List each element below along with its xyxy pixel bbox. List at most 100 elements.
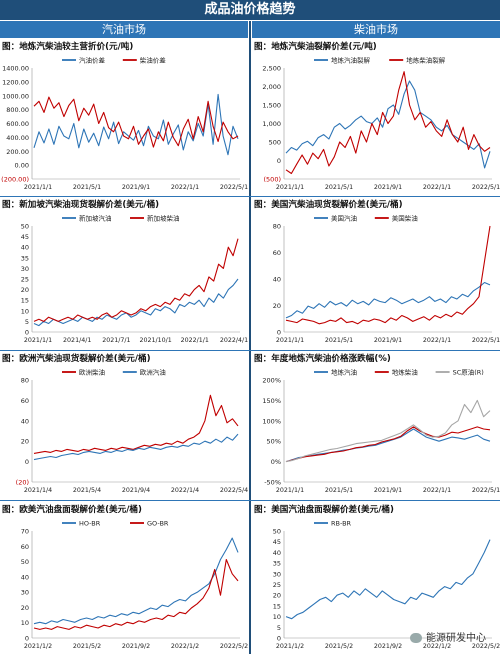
x-tick-label: 2021/9/1 (374, 184, 402, 191)
y-tick-label: 30 (21, 265, 29, 273)
y-tick-label: 5 (25, 318, 29, 326)
legend-label: 新加坡柴油 (147, 214, 180, 223)
y-tick-label: 40 (21, 244, 29, 252)
x-tick-label: 2021/1/1 (276, 487, 304, 494)
y-tick-label: 40 (21, 573, 29, 581)
x-tick-label: 2021/1/1 (276, 184, 304, 191)
x-tick-label: 2021/1/2 (276, 643, 304, 650)
legend-label: 美国汽油 (331, 214, 357, 223)
y-tick-label: 0 (25, 635, 29, 643)
y-tick-label: 200% (262, 377, 281, 385)
legend-label: SC原油(R) (453, 368, 484, 377)
chart-title: 图：年度地炼汽柴油价格涨跌幅(%) (254, 354, 391, 364)
series-line (285, 281, 491, 319)
x-tick-label: 2022/5/2 (472, 643, 500, 650)
y-tick-label: 70 (21, 528, 29, 536)
legend-label: RB-BR (331, 520, 352, 528)
y-tick-label: 500 (269, 139, 281, 147)
y-tick-label: 35 (273, 560, 281, 568)
wechat-icon (410, 633, 422, 643)
y-tick-label: 400.00 (6, 134, 29, 142)
chart-title: 图：美国汽油盘面裂解价差(美元/桶) (254, 505, 394, 515)
row-separator (0, 196, 500, 197)
y-tick-label: 35 (21, 254, 29, 262)
chart-panel-us-futures-crack: 图：美国汽油盘面裂解价差(美元/桶) 50 45 40 35 30 25 20 15 10 5 0 2… (252, 503, 500, 654)
series-line (33, 278, 239, 327)
x-tick-label: 2021/1/1 (24, 184, 52, 191)
x-tick-label: 2022/5/1 (220, 184, 248, 191)
x-tick-label: 2022/1/1 (423, 487, 451, 494)
x-tick-label: 2021/9/1 (374, 487, 402, 494)
chart-panel-europe-crack: 图：欧洲汽柴油现货裂解价差(美元/桶) 80 60 40 20 0 (20) 2021/1/… (0, 352, 248, 498)
y-tick-label: 60 (21, 543, 29, 551)
chart-svg: 200% 150% 100% 50% 0% -50%2021/1/1 2021/5/1 202… (262, 368, 500, 495)
x-tick-label: 2022/5/1 (472, 337, 500, 344)
series-line (33, 433, 239, 461)
chart-svg: 80 60 40 20 0 (20)2021/1/4 2021/5/4 2021/9/4 202… (16, 368, 248, 495)
chart-panel-eu-us-futures-crack: 图：欧美汽油盘面裂解价差(美元/桶) 70 60 50 40 30 20 10 0 2021/1… (0, 503, 248, 654)
y-tick-label: 45 (273, 538, 281, 546)
y-tick-label: -50% (264, 479, 281, 487)
y-tick-label: 50 (21, 223, 29, 231)
legend-label: HO-BR (79, 520, 101, 528)
x-tick-label: 2022/1/1 (423, 337, 451, 344)
watermark: 能源研发中心 (410, 629, 486, 644)
chart-title: 图：欧美汽油盘面裂解价差(美元/桶) (2, 505, 142, 515)
y-tick-label: 25 (21, 276, 29, 284)
legend-label: GO-BR (147, 520, 169, 528)
y-tick-label: 1,000 (262, 120, 281, 128)
x-tick-label: 2022/1/4 (171, 487, 199, 494)
x-tick-label: 2021/5/2 (73, 643, 101, 650)
x-tick-label: 2021/5/2 (325, 643, 353, 650)
watermark-text: 能源研发中心 (426, 633, 486, 644)
x-tick-label: 2021/1/4 (24, 487, 52, 494)
series-line (285, 426, 491, 463)
x-tick-label: 2021/5/1 (73, 184, 101, 191)
x-tick-label: 2021/9/2 (122, 643, 150, 650)
y-tick-label: 10 (273, 613, 281, 621)
chart-title: 图：美国汽柴油现货裂解价差(美元/桶) (254, 200, 403, 210)
y-tick-label: 40 (273, 549, 281, 557)
y-tick-label: 1000.00 (2, 92, 29, 100)
chart-title: 图：地炼汽柴油较主营折价(元/吨) (2, 42, 134, 52)
x-tick-label: 2022/4/1 (220, 337, 248, 344)
chart-svg: 2,500 2,000 1,500 1,000 500 0 (500)2021/1/1 202… (262, 56, 500, 192)
y-tick-label: 0 (277, 157, 281, 165)
row-separator (0, 500, 500, 501)
y-tick-label: (20) (16, 479, 29, 487)
series-line (33, 96, 239, 148)
chart-panel-annual-change: 图：年度地炼汽柴油价格涨跌幅(%) 200% 150% 100% 50% 0% -50% 2… (252, 352, 500, 498)
x-tick-label: 2022/5/1 (472, 487, 500, 494)
legend-label: 欧洲柴油 (79, 368, 105, 377)
x-tick-label: 2022/1/1 (181, 337, 209, 344)
y-tick-label: 50 (273, 528, 281, 536)
y-tick-label: 20 (21, 604, 29, 612)
x-tick-label: 2021/5/4 (73, 487, 101, 494)
y-tick-label: 20 (21, 438, 29, 446)
series-line (285, 71, 491, 175)
x-tick-label: 2022/5/1 (472, 184, 500, 191)
y-tick-label: 20 (273, 302, 281, 310)
chart-title: 图：地炼汽柴油裂解价差(元/吨) (254, 42, 377, 52)
y-tick-label: 60 (273, 249, 281, 257)
chart-title: 图：新加坡汽柴油现货裂解价差(美元/桶) (2, 200, 160, 210)
y-tick-label: 20 (273, 592, 281, 600)
x-tick-label: 2021/9/4 (122, 487, 150, 494)
series-line (33, 238, 239, 322)
y-tick-label: 30 (21, 589, 29, 597)
y-tick-label: 0 (277, 635, 281, 643)
x-tick-label: 2021/1/2 (24, 643, 52, 650)
y-tick-label: 80 (21, 377, 29, 385)
legend-label: 美国柴油 (392, 214, 418, 223)
legend-label: 地炼汽油裂解 (331, 56, 371, 65)
series-line (285, 428, 491, 463)
y-tick-label: 2,000 (262, 83, 281, 91)
y-tick-label: 600.00 (6, 120, 29, 128)
chart-panel-us-crack: 图：美国汽柴油现货裂解价差(美元/桶) 80 60 40 20 0 2021/1/1 202… (252, 198, 500, 348)
y-tick-label: 60 (21, 397, 29, 405)
series-line (285, 539, 491, 620)
y-tick-label: 80 (273, 223, 281, 231)
y-tick-label: 5 (277, 624, 281, 632)
